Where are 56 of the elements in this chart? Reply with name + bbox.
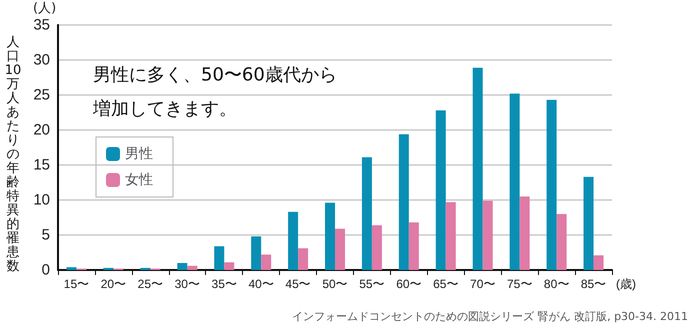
bar — [66, 267, 76, 270]
y-tick-label: 35 — [33, 16, 50, 34]
x-tick-label: 55〜 — [359, 277, 385, 291]
bar — [372, 225, 382, 270]
bar — [288, 212, 298, 270]
y-tick-label: 20 — [33, 122, 50, 138]
bar — [520, 196, 530, 270]
text: (人) — [33, 1, 56, 16]
bar — [335, 228, 345, 270]
y-tick-label: 5 — [42, 226, 50, 244]
bar — [584, 176, 594, 270]
bar — [261, 254, 272, 270]
bar — [187, 266, 198, 270]
x-tick-label: 20〜 — [100, 277, 126, 291]
x-tick-label: 75〜 — [506, 277, 532, 291]
x-tick-label: 40〜 — [248, 277, 274, 291]
legend-label: 女性 — [125, 172, 153, 188]
x-tick-label: 30〜 — [174, 277, 200, 291]
bar — [510, 94, 520, 270]
y-tick-label: 15 — [33, 156, 50, 174]
x-tick-label: 65〜 — [433, 277, 458, 291]
x-tick-label: 85〜 — [580, 277, 606, 291]
bar — [594, 255, 604, 270]
y-tick-label: 25 — [33, 86, 50, 104]
bar — [298, 248, 308, 270]
bar — [408, 222, 419, 270]
y-tick-label: 30 — [33, 52, 50, 68]
y-tick-label: 0 — [42, 262, 50, 278]
bar — [446, 202, 456, 270]
bar — [398, 134, 409, 270]
bar — [546, 100, 557, 270]
x-tick-label: 50〜 — [322, 277, 348, 291]
annotation: 男性に多く、50〜60歳代から — [93, 64, 337, 86]
x-tick-label: 35〜 — [212, 277, 237, 291]
x-axis-title: (歳) — [616, 277, 636, 291]
legend-label: 男性 — [125, 146, 153, 162]
bar — [472, 68, 483, 270]
annotation: 増加してきます。 — [92, 98, 237, 120]
x-tick-label: 45〜 — [285, 277, 311, 291]
x-tick-label: 70〜 — [470, 277, 496, 291]
bar — [251, 236, 262, 270]
text: 人口10万人あたりの年齢特異的罹患数 — [4, 35, 22, 274]
bar — [214, 246, 224, 270]
bar — [224, 262, 234, 270]
x-tick-label: 60〜 — [396, 277, 422, 291]
x-tick-label: 80〜 — [544, 277, 570, 291]
bar — [436, 110, 446, 270]
text: インフォームドコンセントのための図説シリーズ 腎がん 改訂版, p30-34. 2011 — [292, 310, 688, 323]
bar — [325, 202, 335, 270]
x-tick-label: 15〜 — [64, 277, 90, 291]
bar — [362, 157, 372, 270]
bar — [177, 263, 188, 270]
y-tick-label: 10 — [33, 192, 50, 208]
x-tick-label: 25〜 — [138, 277, 164, 291]
bar — [556, 214, 567, 270]
bar — [482, 200, 493, 270]
